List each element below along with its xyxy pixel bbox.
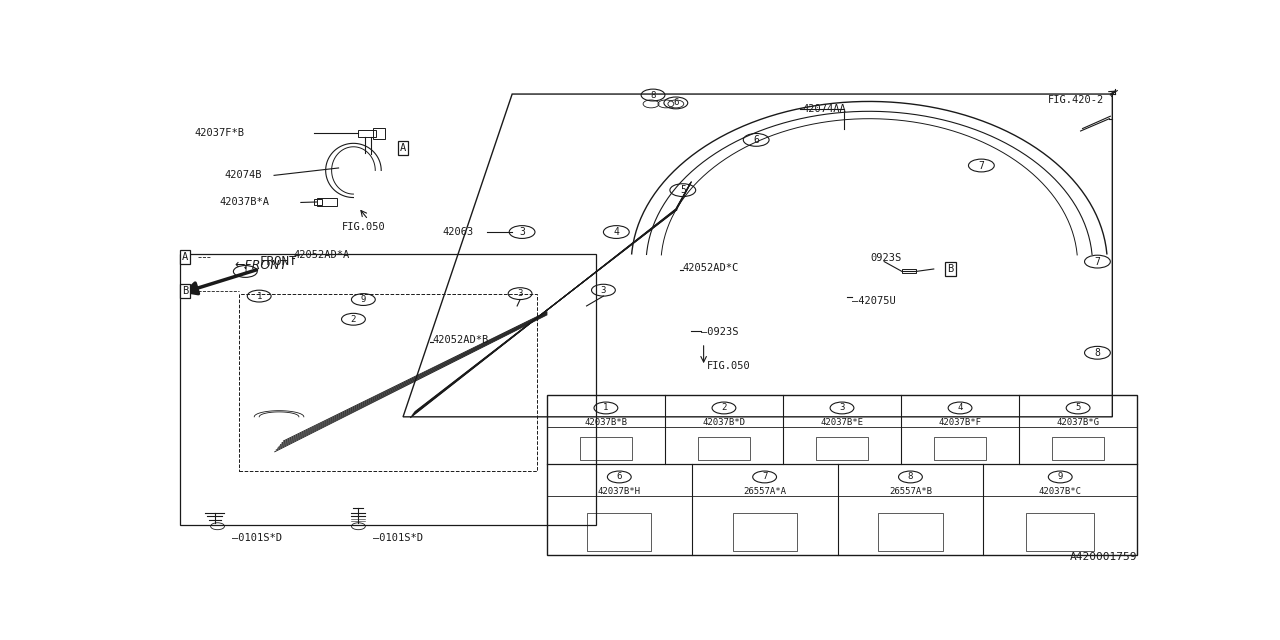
- Text: 6: 6: [617, 472, 622, 481]
- Text: 42052AD*B: 42052AD*B: [433, 335, 489, 346]
- Text: 42052AD*A: 42052AD*A: [294, 250, 351, 260]
- Text: 7: 7: [978, 161, 984, 170]
- Text: B: B: [947, 264, 954, 274]
- Text: 3: 3: [840, 403, 845, 412]
- Bar: [1052, 437, 1105, 460]
- Text: A420001759: A420001759: [1070, 552, 1137, 562]
- Text: 5: 5: [680, 185, 686, 195]
- Text: FIG.050: FIG.050: [342, 222, 385, 232]
- Text: 3: 3: [517, 289, 522, 298]
- Text: A: A: [399, 143, 406, 153]
- Text: 1: 1: [603, 403, 608, 412]
- Text: —42075U: —42075U: [852, 296, 896, 305]
- Bar: [902, 269, 916, 273]
- Bar: [698, 437, 750, 460]
- Text: —0101S*D: —0101S*D: [374, 532, 424, 543]
- Text: 42037B*H: 42037B*H: [598, 487, 641, 496]
- Bar: [314, 199, 321, 205]
- Bar: [934, 437, 986, 460]
- Text: 2: 2: [351, 315, 356, 324]
- Text: 5: 5: [1075, 403, 1080, 412]
- Text: 1: 1: [256, 292, 262, 301]
- Text: FIG.420-2: FIG.420-2: [1048, 95, 1105, 105]
- Bar: [358, 129, 376, 138]
- Text: 42037B*G: 42037B*G: [1056, 419, 1100, 428]
- Text: 42037B*E: 42037B*E: [820, 419, 864, 428]
- Text: 9: 9: [361, 295, 366, 304]
- Text: —0923S: —0923S: [700, 327, 739, 337]
- Text: 42052AD*C: 42052AD*C: [682, 262, 739, 273]
- Text: 1: 1: [243, 267, 248, 276]
- Text: 3: 3: [520, 227, 525, 237]
- Text: 4: 4: [957, 403, 963, 412]
- Bar: [588, 513, 652, 551]
- Text: 42074B: 42074B: [224, 170, 262, 180]
- Text: —0101S*D: —0101S*D: [233, 532, 283, 543]
- Text: 42063: 42063: [443, 227, 474, 237]
- Text: 3: 3: [600, 285, 607, 294]
- Text: FRONT: FRONT: [259, 255, 297, 268]
- Bar: [732, 513, 796, 551]
- Text: 4: 4: [613, 227, 620, 237]
- Text: ←FRONT: ←FRONT: [234, 259, 288, 271]
- Text: 26557A*B: 26557A*B: [888, 487, 932, 496]
- Text: 8: 8: [1094, 348, 1101, 358]
- Text: 6: 6: [673, 99, 678, 108]
- Text: 42037B*C: 42037B*C: [1039, 487, 1082, 496]
- Text: 42037B*F: 42037B*F: [938, 419, 982, 428]
- Text: B: B: [182, 286, 188, 296]
- Bar: [1027, 513, 1094, 551]
- Text: FIG.050: FIG.050: [707, 361, 750, 371]
- Text: 6: 6: [753, 135, 759, 145]
- Text: 2: 2: [721, 403, 727, 412]
- Text: 42037B*B: 42037B*B: [585, 419, 627, 428]
- Text: 26557A*A: 26557A*A: [744, 487, 786, 496]
- Text: 7: 7: [1094, 257, 1101, 267]
- Text: 42074AA: 42074AA: [803, 104, 846, 114]
- Bar: [547, 395, 1137, 555]
- Bar: [878, 513, 942, 551]
- Text: 8: 8: [650, 90, 655, 100]
- Bar: [580, 437, 632, 460]
- Text: 9: 9: [1057, 472, 1062, 481]
- Text: 42037B*A: 42037B*A: [220, 198, 270, 207]
- Text: 0923S: 0923S: [870, 253, 901, 262]
- Text: 42037B*D: 42037B*D: [703, 419, 745, 428]
- Bar: [316, 198, 337, 207]
- Bar: [374, 128, 385, 139]
- Text: 8: 8: [908, 472, 913, 481]
- Bar: [817, 437, 868, 460]
- Text: 7: 7: [762, 472, 767, 481]
- Text: A: A: [182, 252, 188, 262]
- Text: 42037F*B: 42037F*B: [195, 129, 244, 138]
